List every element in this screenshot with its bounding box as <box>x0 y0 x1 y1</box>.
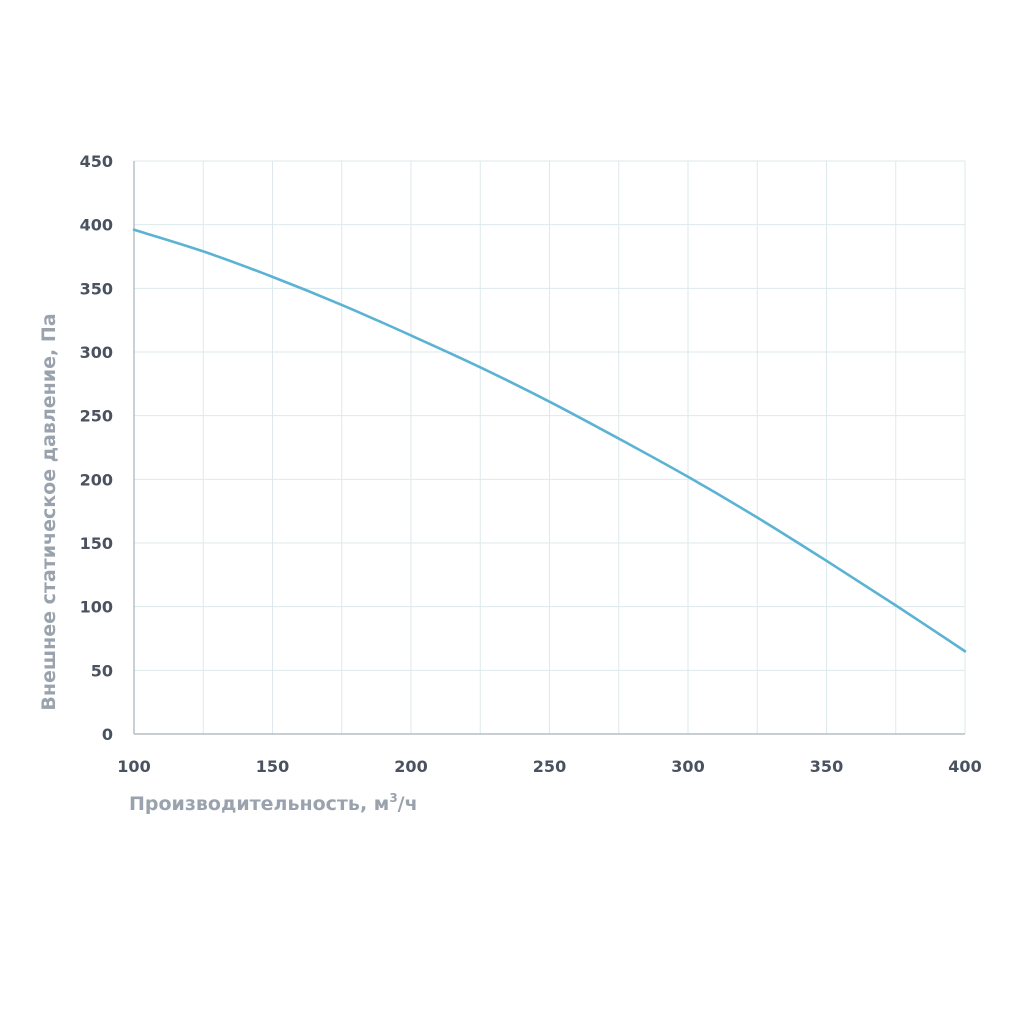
x-tick-label: 350 <box>810 757 843 776</box>
y-tick-label: 0 <box>102 725 113 744</box>
x-tick-label: 200 <box>394 757 427 776</box>
x-axis-title-tail: /ч <box>398 793 418 815</box>
x-tick-labels: 100 150 200 250 300 350 400 <box>117 757 981 776</box>
x-tick-label: 400 <box>948 757 981 776</box>
x-axis-title: Производительность, м3/ч <box>129 791 418 815</box>
grid <box>134 160 966 734</box>
x-tick-label: 150 <box>256 757 289 776</box>
series <box>132 228 967 653</box>
y-tick-label: 200 <box>80 470 113 489</box>
y-tick-label: 300 <box>80 343 113 362</box>
x-tick-label: 250 <box>533 757 566 776</box>
x-tick-label: 300 <box>671 757 704 776</box>
y-tick-label: 350 <box>80 279 113 298</box>
y-axis-title: Внешнее статическое давление, Па <box>38 313 60 710</box>
y-tick-labels: 0 50 100 150 200 250 300 350 400 450 <box>80 152 113 744</box>
y-tick-label: 150 <box>80 534 113 553</box>
y-tick-label: 50 <box>91 661 113 680</box>
y-tick-label: 100 <box>80 598 113 617</box>
x-axis-title-main: Производительность, м <box>129 793 389 815</box>
y-tick-label: 450 <box>80 152 113 171</box>
y-tick-label: 400 <box>80 216 113 235</box>
y-tick-label: 250 <box>80 407 113 426</box>
axes <box>133 161 965 735</box>
x-axis-title-superscript: 3 <box>389 791 397 805</box>
x-tick-label: 100 <box>117 757 150 776</box>
pressure-curve-line <box>132 228 967 653</box>
